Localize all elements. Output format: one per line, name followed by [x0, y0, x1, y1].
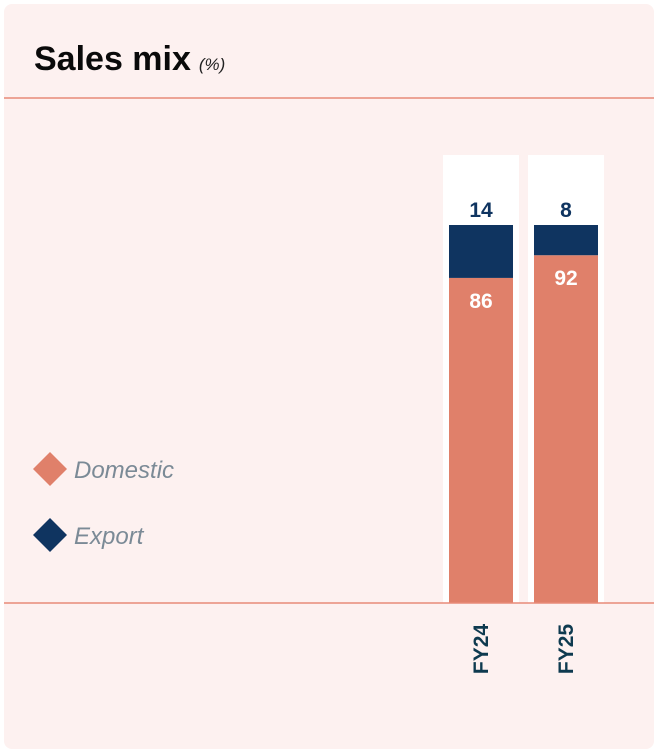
legend-domestic-diamond-icon — [33, 452, 67, 486]
legend-export-label: Export — [74, 523, 145, 550]
legend-export-diamond-icon — [33, 518, 67, 552]
bar-domestic-fy24 — [449, 277, 513, 603]
value-label-export-fy24: 14 — [469, 199, 493, 222]
bar-export-fy25 — [534, 225, 598, 256]
x-ticks: FY24 FY25 — [470, 624, 578, 675]
value-label-domestic-fy25: 92 — [554, 267, 577, 290]
bars: 86 14 92 8 — [449, 199, 598, 604]
value-label-export-fy25: 8 — [560, 199, 572, 222]
bar-domestic-fy25 — [534, 255, 598, 604]
x-tick-fy25: FY25 — [555, 624, 578, 675]
value-label-domestic-fy24: 86 — [469, 290, 492, 313]
legend: Domestic Export — [33, 452, 174, 552]
unit-label: (%) — [198, 55, 226, 74]
x-tick-fy24: FY24 — [470, 624, 493, 675]
legend-domestic-label: Domestic — [74, 457, 174, 484]
bar-export-fy24 — [449, 225, 513, 278]
chart-title: Sales mix — [34, 40, 191, 78]
title-row: Sales mix (%) — [34, 40, 225, 79]
